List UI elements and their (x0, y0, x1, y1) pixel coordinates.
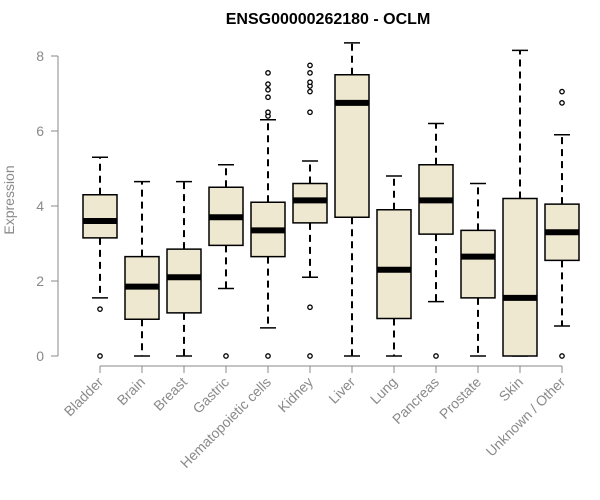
outlier-point (265, 81, 271, 87)
outlier-point (307, 304, 313, 311)
outlier-point (265, 86, 271, 93)
x-tick-label: Lung (367, 374, 400, 407)
outlier-point (265, 353, 271, 359)
outlier-point (265, 70, 271, 76)
outlier-point (307, 70, 313, 76)
outlier-point (265, 94, 271, 101)
outlier-point (307, 62, 313, 69)
x-tick-label: Brain (114, 374, 148, 408)
outlier-point (559, 88, 565, 95)
x-tick-label: Prostate (436, 374, 484, 422)
box-iqr (82, 194, 118, 239)
y-tick-label: 2 (36, 273, 44, 289)
x-tick-label: Liver (325, 374, 358, 407)
x-tick-label: Unknown / Other (483, 374, 569, 460)
outlier-point (307, 353, 313, 359)
outlier-point (307, 88, 313, 95)
x-tick-label: Skin (496, 374, 527, 405)
outlier-point (265, 109, 271, 116)
y-tick-label: 4 (36, 198, 44, 214)
outlier-point (433, 353, 439, 359)
outlier-point (307, 109, 313, 116)
x-tick-label: Bladder (61, 374, 107, 420)
outlier-point (559, 100, 565, 106)
outlier-point (97, 353, 103, 359)
y-tick-label: 0 (36, 348, 44, 364)
x-tick-label: Kidney (275, 374, 317, 416)
y-tick-label: 8 (36, 48, 44, 64)
y-tick-label: 6 (36, 123, 44, 139)
outlier-point (223, 353, 229, 359)
outlier-point (559, 353, 565, 359)
box-iqr (376, 209, 412, 320)
y-axis-label: Expression (1, 165, 17, 234)
box-iqr (166, 248, 202, 314)
outlier-point (307, 79, 313, 86)
box-iqr (334, 74, 370, 218)
x-tick-label: Pancreas (389, 374, 442, 427)
box-iqr (460, 229, 496, 299)
chart-title: ENSG00000262180 - OCLM (226, 11, 431, 28)
box-iqr (502, 197, 538, 357)
outlier-point (97, 306, 103, 312)
x-tick-label: Breast (150, 374, 190, 414)
